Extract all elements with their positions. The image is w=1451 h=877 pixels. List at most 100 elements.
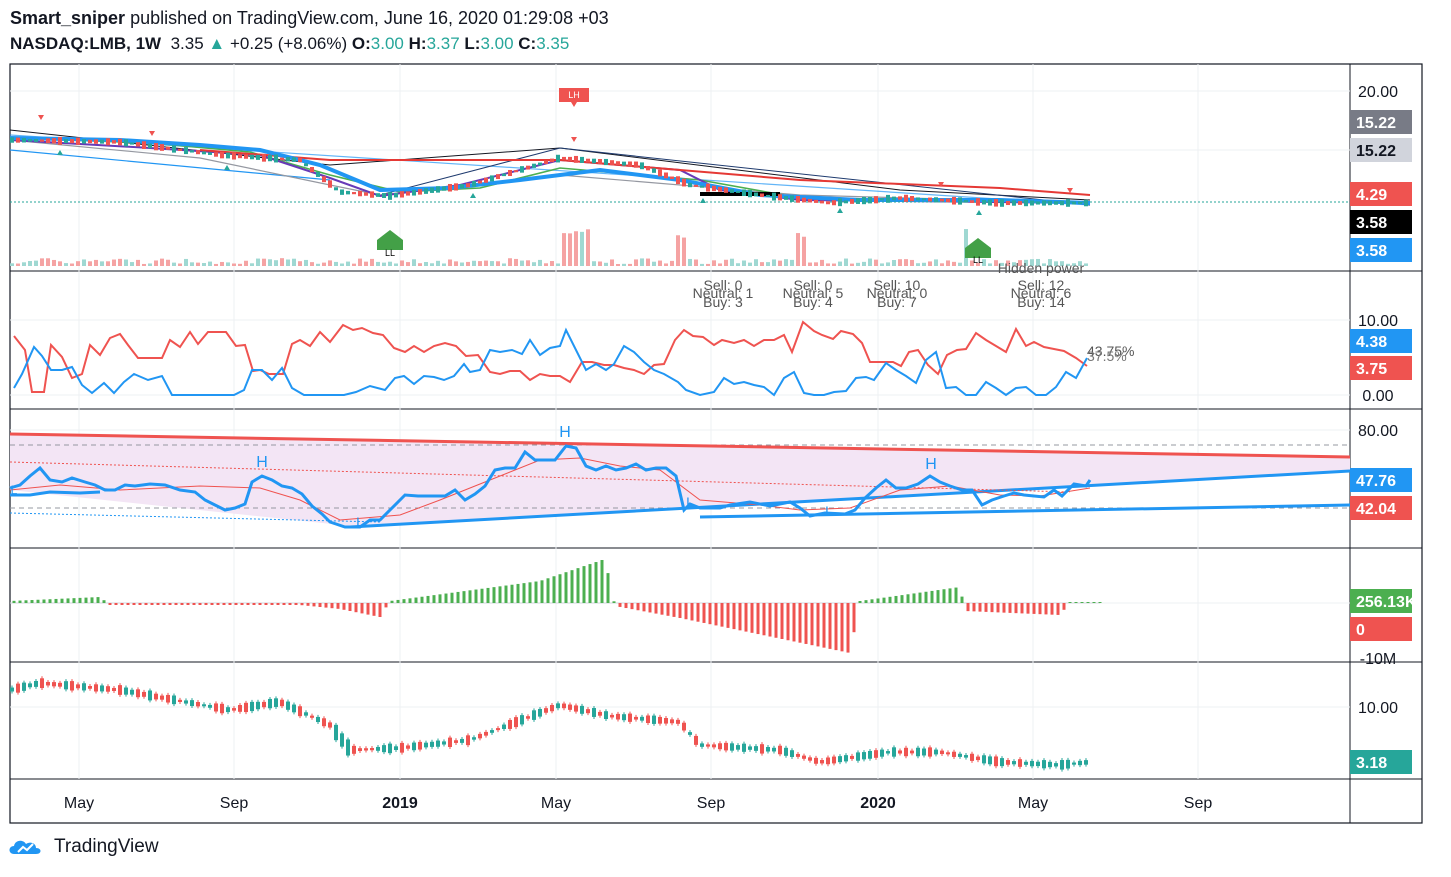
candle (136, 142, 140, 147)
volume-bar (1006, 260, 1010, 266)
svg-text:Sell: 0: Sell: 0 (704, 277, 743, 293)
candle (994, 199, 998, 207)
histogram-bar (936, 590, 940, 603)
candle (460, 184, 464, 189)
candle (34, 138, 38, 142)
histogram-bar (876, 598, 880, 603)
lower-candle (748, 746, 752, 750)
volume-bar (508, 258, 512, 266)
histogram-bar (834, 603, 838, 651)
volume-bar (574, 231, 578, 266)
volume-bar (730, 258, 734, 266)
histogram-bar (60, 598, 64, 603)
volume-bar (670, 260, 674, 266)
volume-bar (112, 259, 116, 266)
volume-bar (370, 258, 374, 266)
lower-candle (880, 749, 884, 757)
candle (232, 152, 236, 160)
svg-text:Buy: 7: Buy: 7 (877, 294, 917, 310)
volume-bar (286, 259, 290, 266)
volume-bar (700, 263, 704, 266)
volume-bar (1042, 263, 1046, 266)
candle (874, 196, 878, 204)
candle (340, 189, 344, 195)
volume-bar (604, 262, 608, 266)
lower-candle (718, 743, 722, 750)
svg-text:Hidden power: Hidden power (998, 260, 1085, 276)
price-candles (10, 136, 1088, 207)
histogram-bar (750, 603, 754, 633)
symbol-legend: NASDAQ:LMB, 1W 3.35 ▲ +0.25 (+8.06%) O:3… (10, 34, 569, 54)
price-badge-text: 3.58 (1356, 215, 1387, 232)
volume-bar (886, 262, 890, 266)
candle (358, 190, 362, 197)
candle (70, 139, 74, 144)
candle (742, 189, 746, 196)
price-badge-text: 3.58 (1356, 243, 1387, 260)
lh-marker-label: LH (568, 90, 580, 100)
volume-bar (256, 258, 260, 266)
histogram-bar (516, 583, 520, 603)
histogram-bar (996, 603, 1000, 613)
price-badge: 3.18 (1350, 750, 1412, 774)
candle (610, 160, 614, 165)
lower-candle (214, 703, 218, 712)
candle (394, 192, 398, 198)
histogram-bar (132, 603, 136, 605)
histogram-bar (1014, 603, 1018, 614)
high-label: H: (408, 34, 427, 53)
volume-bar (172, 262, 176, 266)
volume-bar (262, 258, 266, 266)
svg-text:Neutral: 6: Neutral: 6 (1011, 285, 1072, 301)
volume-bar (1018, 260, 1022, 266)
candle (562, 156, 566, 160)
volume-bar (976, 262, 980, 266)
lower-candle (124, 687, 128, 695)
author-name[interactable]: Smart_sniper (10, 8, 126, 28)
histogram-bar (846, 603, 850, 653)
ll-marker-1[interactable] (377, 230, 403, 250)
volume-bar (250, 263, 254, 266)
lower-candle (1030, 760, 1034, 767)
tradingview-logo[interactable]: TradingView (8, 836, 159, 858)
price-badge-bg (1350, 589, 1412, 613)
candle (274, 154, 278, 163)
pane-separators[interactable] (10, 270, 1422, 663)
volume-bar (514, 258, 518, 266)
candle (856, 198, 860, 204)
lh-marker[interactable] (559, 88, 589, 107)
lower-candle (1084, 760, 1088, 765)
volume-bar (148, 263, 152, 266)
histogram-bar (330, 603, 334, 609)
time-axis-labels[interactable]: May Sep 2019 May Sep 2020 May Sep (64, 795, 1212, 812)
candle (1072, 201, 1076, 205)
candle (976, 198, 980, 206)
histogram-bar (462, 591, 466, 603)
scale-label: 20.00 (1358, 84, 1398, 101)
volume-bar (394, 263, 398, 266)
volume-bar (412, 259, 416, 266)
price-scales[interactable]: 20.0015.2210.0015.2215.224.293.583.5810.… (1350, 84, 1417, 774)
candle (688, 182, 692, 188)
histogram-bar (918, 592, 922, 603)
histogram-bar (492, 587, 496, 603)
lower-candle (412, 742, 416, 751)
close-value: 3.35 (536, 34, 570, 53)
candle (760, 193, 764, 197)
volume-bar (958, 262, 962, 266)
svg-text:Buy: 14: Buy: 14 (1017, 294, 1065, 310)
lower-candle (34, 680, 38, 687)
histogram-bar (96, 597, 100, 603)
ll-marker-2[interactable] (965, 238, 991, 258)
candle (970, 200, 974, 203)
candle (388, 192, 392, 200)
histogram-bar (822, 603, 826, 648)
price-badge-text: 15.22 (1356, 115, 1396, 132)
lower-price-candles (10, 676, 1088, 772)
candle (436, 186, 440, 193)
candle (304, 163, 308, 167)
candle (1012, 200, 1016, 206)
symbol-label[interactable]: NASDAQ:LMB, 1W (10, 34, 162, 53)
histogram-bar (498, 586, 502, 603)
